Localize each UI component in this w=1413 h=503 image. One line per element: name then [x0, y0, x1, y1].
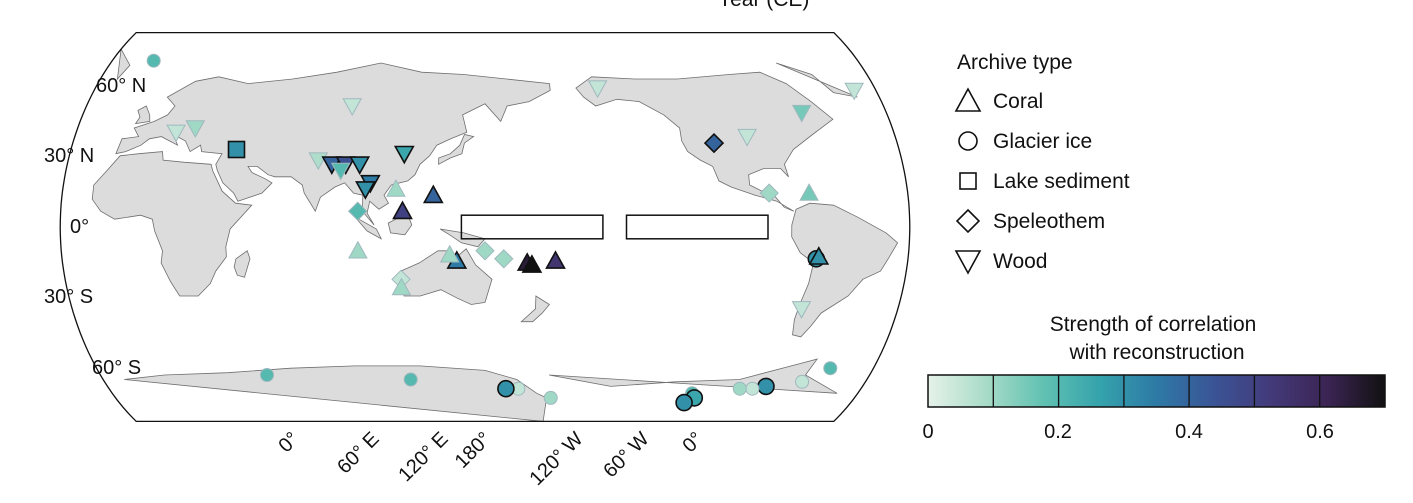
colorbar-dividers	[992, 375, 1321, 407]
continent-europe-asia	[115, 62, 551, 226]
site-marker-glacier	[497, 379, 515, 398]
coral-triangle-icon	[954, 87, 982, 112]
site-marker-wood	[355, 181, 376, 200]
site-marker-glacier	[543, 390, 558, 405]
continent-madagascar	[233, 250, 251, 278]
colorbar-tick-0-4: 0.4	[1175, 421, 1203, 443]
site-marker-glacier	[403, 372, 418, 387]
colorbar-title-line1: Strength of correlation	[1050, 313, 1257, 336]
site-marker-coral	[799, 183, 819, 201]
proxy-sites	[146, 53, 865, 412]
site-marker-coral	[808, 246, 830, 265]
legend-item-wood: Wood	[993, 250, 1047, 273]
colorbar-gradient	[927, 374, 1386, 408]
site-marker-glacier	[146, 53, 161, 68]
site-marker-glacier	[795, 374, 810, 389]
lon-label-0-right: 0°	[678, 428, 707, 457]
site-marker-glacier	[745, 381, 760, 396]
correlation-colorbar: Strength of correlation with reconstruct…	[922, 313, 1386, 443]
lat-label-60n: 60° N	[96, 75, 146, 97]
continent-greenland	[116, 47, 858, 98]
continent-japan	[438, 134, 475, 165]
lat-label-0: 0°	[70, 216, 89, 238]
land-masses	[91, 47, 899, 422]
colorbar-title-line2: with reconstruction	[1068, 341, 1244, 364]
site-marker-coral	[386, 179, 406, 197]
continent-new-zealand	[520, 295, 551, 323]
lon-label-60w: 60° W	[599, 428, 653, 482]
legend-item-glacier-ice: Glacier ice	[993, 130, 1092, 153]
site-marker-wood	[791, 301, 812, 319]
wood-triangle-down-icon	[954, 250, 982, 275]
lon-label-60e: 60° E	[333, 428, 383, 478]
continent-new-guinea	[439, 228, 486, 248]
colorbar-tick-0: 0	[922, 421, 933, 443]
longitude-labels: 0° 60° E 120° E 180° 120° W 60° W 0°	[274, 428, 707, 490]
lon-label-0: 0°	[274, 428, 303, 457]
map-boundary	[59, 31, 911, 423]
lon-label-180: 180°	[451, 428, 496, 473]
lon-label-120w: 120° W	[525, 428, 587, 490]
site-marker-coral	[422, 184, 444, 204]
west-pacific-box	[460, 214, 604, 240]
colorbar-tick-0-6: 0.6	[1306, 421, 1334, 443]
lon-label-120e: 120° E	[394, 428, 452, 486]
colorbar-tick-0-2: 0.2	[1044, 421, 1072, 443]
site-marker-coral	[521, 254, 543, 273]
lat-label-30n: 30° N	[44, 145, 94, 167]
site-marker-glacier	[823, 361, 838, 376]
site-marker-glacier	[260, 368, 274, 382]
legend-item-lake-sediment: Lake sediment	[993, 170, 1130, 193]
site-marker-speleothem	[703, 132, 725, 154]
legend-item-coral: Coral	[993, 90, 1043, 113]
site-marker-wood	[791, 104, 812, 123]
lat-label-60s: 60° S	[92, 357, 141, 379]
site-marker-glacier	[757, 377, 775, 396]
site-marker-wood	[844, 82, 865, 101]
site-marker-wood	[185, 120, 206, 139]
site-marker-wood	[349, 156, 371, 175]
site-marker-wood	[166, 124, 186, 143]
site-marker-coral	[545, 250, 566, 269]
clipped-year-title: Year (CE)	[718, 0, 809, 11]
continent-australia	[400, 248, 493, 305]
site-marker-speleothem	[759, 183, 779, 203]
continent-sumatra	[354, 216, 383, 240]
archive-type-legend: Archive type Coral Glacier ice Lake sedi…	[954, 51, 1130, 275]
legend-item-speleothem: Speleothem	[993, 210, 1105, 233]
site-marker-wood	[737, 128, 757, 147]
site-marker-wood	[342, 98, 363, 117]
robinson-map	[59, 31, 911, 423]
site-marker-coral	[392, 200, 413, 220]
latitude-labels: 60° N 30° N 0° 30° S 60° S	[44, 75, 146, 379]
site-marker-coral	[348, 240, 368, 259]
site-marker-coral	[391, 277, 412, 296]
site-marker-speleothem	[475, 241, 495, 261]
continent-africa	[91, 151, 253, 297]
site-marker-speleothem	[347, 201, 368, 221]
speleothem-diamond-icon	[955, 208, 981, 234]
glacier-ice-circle-icon	[958, 131, 978, 151]
site-marker-coral	[439, 244, 460, 263]
legend-title: Archive type	[957, 51, 1073, 74]
site-marker-wood	[330, 162, 351, 181]
pacific-region-boxes	[460, 214, 769, 240]
site-marker-glacier	[732, 381, 747, 396]
site-marker-lake	[227, 140, 246, 159]
lake-sediment-square-icon	[959, 172, 977, 190]
site-marker-speleothem	[494, 249, 514, 269]
east-pacific-box	[625, 214, 769, 240]
lat-label-30s: 30° S	[44, 286, 93, 308]
site-marker-wood	[393, 145, 415, 165]
site-marker-wood	[587, 80, 608, 99]
site-marker-glacier	[675, 393, 693, 412]
continent-uk	[134, 105, 151, 125]
